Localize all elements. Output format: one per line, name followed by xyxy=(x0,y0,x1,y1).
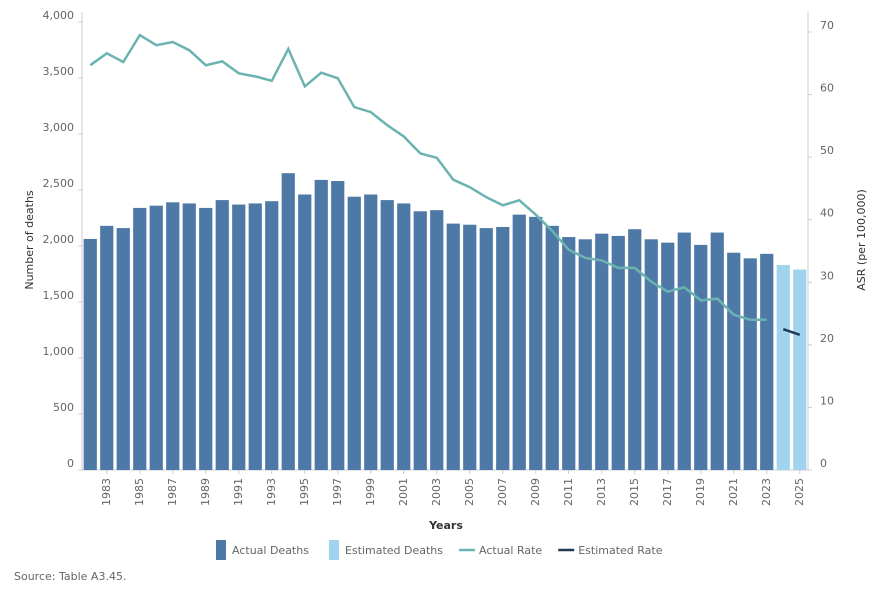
bar xyxy=(430,210,444,470)
x-tick-label: 1993 xyxy=(265,478,278,506)
x-tick-label: 2017 xyxy=(661,478,674,506)
bar xyxy=(83,238,97,470)
bar xyxy=(331,181,345,471)
x-tick-label: 2007 xyxy=(496,478,509,506)
bar xyxy=(413,211,427,470)
bar xyxy=(677,232,691,470)
x-tick-label: 2025 xyxy=(793,478,806,506)
y-tick-label: 2,500 xyxy=(43,177,75,190)
bar xyxy=(743,258,757,470)
x-tick-label: 2009 xyxy=(529,478,542,506)
x-axis-title: Years xyxy=(428,519,463,532)
legend-swatch xyxy=(216,540,226,560)
y2-tick-label: 70 xyxy=(820,19,834,32)
bar xyxy=(479,228,493,470)
legend-label: Estimated Rate xyxy=(578,544,663,557)
bar xyxy=(529,216,543,470)
y2-tick-label: 60 xyxy=(820,82,834,95)
bar xyxy=(133,207,147,471)
bar xyxy=(298,194,312,471)
bar xyxy=(347,196,361,470)
y2-axis-title: ASR (per 100,000) xyxy=(855,189,868,291)
legend-label: Actual Rate xyxy=(479,544,542,557)
bar xyxy=(314,179,328,471)
y-tick-label: 500 xyxy=(53,401,74,414)
bar xyxy=(364,194,378,471)
bar xyxy=(248,203,262,470)
y-tick-label: 3,500 xyxy=(43,65,75,78)
y-tick-label: 1,500 xyxy=(43,289,75,302)
x-tick-label: 2013 xyxy=(595,478,608,506)
bar xyxy=(463,224,477,470)
y2-tick-label: 20 xyxy=(820,332,834,345)
x-tick-label: 2021 xyxy=(727,478,740,506)
x-tick-label: 1985 xyxy=(133,478,146,506)
bar xyxy=(793,269,807,470)
bar xyxy=(578,239,592,470)
bar xyxy=(710,232,724,470)
y-tick-label: 2,000 xyxy=(43,233,75,246)
x-tick-label: 2003 xyxy=(430,478,443,506)
bar xyxy=(232,204,246,470)
x-tick-label: 2001 xyxy=(397,478,410,506)
x-tick-label: 1999 xyxy=(364,478,377,506)
x-tick-label: 1989 xyxy=(199,478,212,506)
y-tick-label: 1,000 xyxy=(43,345,75,358)
bar xyxy=(628,229,642,470)
bar xyxy=(182,203,196,470)
bar xyxy=(496,226,510,470)
bar xyxy=(215,200,229,470)
bar xyxy=(116,228,130,470)
bar xyxy=(545,225,559,470)
x-tick-label: 1991 xyxy=(232,478,245,506)
y2-tick-label: 50 xyxy=(820,144,834,157)
bar xyxy=(611,235,625,470)
bar xyxy=(595,233,609,470)
y2-tick-label: 0 xyxy=(820,457,827,470)
y-tick-label: 4,000 xyxy=(43,9,75,22)
x-tick-label: 2011 xyxy=(562,478,575,506)
legend-label: Estimated Deaths xyxy=(345,544,443,557)
bar xyxy=(265,201,279,470)
legend-label: Actual Deaths xyxy=(232,544,309,557)
x-tick-label: 1987 xyxy=(166,478,179,506)
bar xyxy=(149,205,163,470)
bar xyxy=(776,265,790,470)
y-tick-label: 0 xyxy=(67,457,74,470)
y2-tick-label: 10 xyxy=(820,394,834,407)
x-tick-label: 2015 xyxy=(628,478,641,506)
bar xyxy=(727,252,741,470)
bar xyxy=(281,173,295,470)
y-tick-label: 3,000 xyxy=(43,121,75,134)
x-tick-label: 2023 xyxy=(760,478,773,506)
source-note: Source: Table A3.45. xyxy=(14,570,126,583)
y2-tick-label: 30 xyxy=(820,269,834,282)
line xyxy=(782,328,801,336)
bar xyxy=(694,244,708,470)
bar xyxy=(760,253,774,470)
bar xyxy=(100,225,114,470)
bar xyxy=(397,203,411,470)
x-tick-label: 1983 xyxy=(100,478,113,506)
bar xyxy=(661,242,675,470)
bar xyxy=(512,214,526,470)
y2-tick-label: 40 xyxy=(820,207,834,220)
legend-swatch xyxy=(328,540,339,560)
bar xyxy=(380,200,394,470)
bar xyxy=(199,207,213,471)
bar xyxy=(166,202,180,470)
x-tick-label: 1997 xyxy=(331,478,344,506)
x-tick-label: 2005 xyxy=(463,478,476,506)
x-tick-label: 2019 xyxy=(694,478,707,506)
bar xyxy=(562,237,576,470)
line xyxy=(89,33,767,322)
bar xyxy=(446,223,460,470)
bar xyxy=(644,239,658,470)
y-axis-title: Number of deaths xyxy=(23,190,36,290)
x-tick-label: 1995 xyxy=(298,478,311,506)
